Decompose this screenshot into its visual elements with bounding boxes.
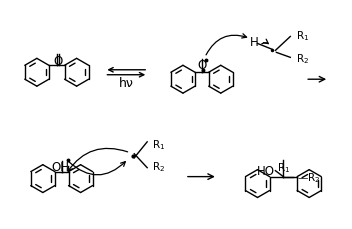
Text: R$_2$: R$_2$: [296, 52, 309, 66]
Text: R$_2$: R$_2$: [152, 159, 165, 173]
Text: R$_1$: R$_1$: [152, 137, 165, 151]
Text: R$_1$: R$_1$: [296, 30, 309, 43]
Text: H: H: [250, 36, 259, 49]
Text: R$_1$: R$_1$: [277, 160, 290, 174]
Text: HO: HO: [257, 164, 275, 177]
Text: —R$_2$: —R$_2$: [297, 170, 321, 184]
Text: hν: hν: [119, 76, 134, 89]
Text: O: O: [53, 55, 63, 68]
Text: OH: OH: [52, 160, 70, 173]
Text: O: O: [197, 59, 207, 72]
